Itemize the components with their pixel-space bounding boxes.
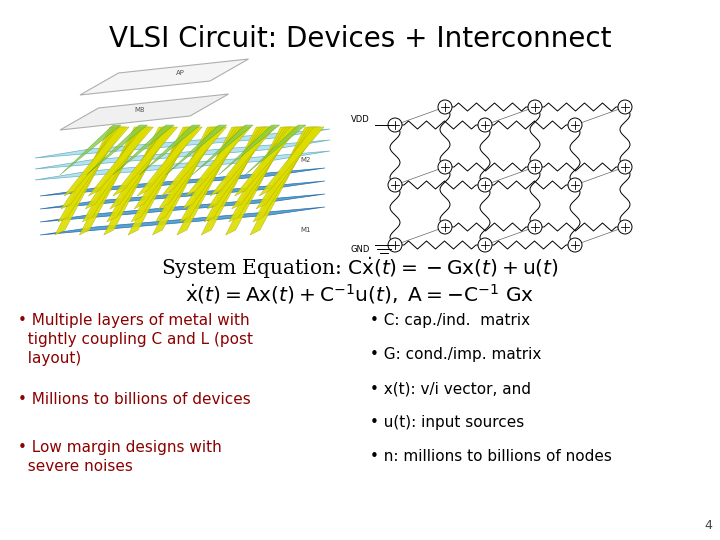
Circle shape	[478, 178, 492, 192]
Polygon shape	[225, 127, 291, 235]
Polygon shape	[180, 127, 245, 222]
Polygon shape	[250, 127, 315, 235]
Text: • u(t): input sources: • u(t): input sources	[370, 415, 524, 430]
Text: • n: millions to billions of nodes: • n: millions to billions of nodes	[370, 449, 612, 464]
Polygon shape	[256, 127, 321, 209]
Text: M2: M2	[300, 157, 310, 163]
Polygon shape	[128, 127, 193, 235]
Polygon shape	[245, 125, 306, 175]
Polygon shape	[204, 127, 269, 222]
Circle shape	[388, 238, 402, 252]
Polygon shape	[113, 127, 178, 196]
Circle shape	[568, 178, 582, 192]
Polygon shape	[153, 127, 217, 235]
Polygon shape	[107, 127, 172, 222]
Polygon shape	[82, 127, 148, 222]
Text: M1: M1	[300, 227, 310, 233]
Polygon shape	[259, 127, 324, 196]
Polygon shape	[131, 127, 196, 222]
Polygon shape	[80, 59, 248, 95]
Polygon shape	[79, 127, 145, 235]
Polygon shape	[40, 207, 325, 235]
Polygon shape	[186, 127, 251, 196]
Text: VLSI Circuit: Devices + Interconnect: VLSI Circuit: Devices + Interconnect	[109, 25, 611, 53]
Polygon shape	[156, 127, 220, 222]
Polygon shape	[158, 127, 223, 209]
Polygon shape	[253, 127, 318, 222]
Polygon shape	[40, 181, 325, 209]
Polygon shape	[58, 127, 123, 222]
Polygon shape	[113, 125, 174, 175]
Polygon shape	[210, 127, 275, 196]
Polygon shape	[35, 151, 330, 180]
Circle shape	[528, 100, 542, 114]
Polygon shape	[137, 127, 202, 196]
Polygon shape	[86, 125, 148, 175]
Polygon shape	[235, 127, 300, 196]
Text: VDD: VDD	[351, 116, 370, 125]
Circle shape	[618, 220, 632, 234]
Polygon shape	[139, 125, 200, 175]
Polygon shape	[35, 129, 330, 158]
Circle shape	[618, 100, 632, 114]
Text: • C: cap./ind.  matrix: • C: cap./ind. matrix	[370, 313, 530, 328]
Circle shape	[528, 160, 542, 174]
Text: AP: AP	[176, 70, 184, 76]
Circle shape	[568, 118, 582, 132]
Polygon shape	[35, 140, 330, 169]
Circle shape	[528, 220, 542, 234]
Polygon shape	[166, 125, 227, 175]
Circle shape	[478, 118, 492, 132]
Polygon shape	[177, 127, 242, 235]
Circle shape	[388, 178, 402, 192]
Text: GND: GND	[351, 246, 370, 254]
Text: • G: cond./imp. matrix: • G: cond./imp. matrix	[370, 347, 541, 362]
Polygon shape	[134, 127, 199, 209]
Polygon shape	[86, 127, 150, 209]
Polygon shape	[161, 127, 227, 196]
Circle shape	[438, 100, 452, 114]
Text: 4: 4	[704, 519, 712, 532]
Text: • Millions to billions of devices: • Millions to billions of devices	[18, 392, 251, 407]
Text: M8: M8	[135, 107, 145, 113]
Polygon shape	[104, 127, 168, 235]
Polygon shape	[219, 125, 279, 175]
Polygon shape	[183, 127, 248, 209]
Circle shape	[568, 238, 582, 252]
Polygon shape	[55, 127, 120, 235]
Polygon shape	[229, 127, 294, 222]
Polygon shape	[60, 125, 121, 175]
Circle shape	[478, 238, 492, 252]
Polygon shape	[64, 127, 129, 196]
Polygon shape	[60, 94, 228, 130]
Circle shape	[388, 118, 402, 132]
Polygon shape	[232, 127, 297, 209]
Text: • x(t): v/i vector, and: • x(t): v/i vector, and	[370, 381, 531, 396]
Polygon shape	[40, 194, 325, 222]
Text: • Multiple layers of metal with
  tightly coupling C and L (post
  layout): • Multiple layers of metal with tightly …	[18, 313, 253, 367]
Polygon shape	[109, 127, 175, 209]
Circle shape	[618, 160, 632, 174]
Text: • Low margin designs with
  severe noises: • Low margin designs with severe noises	[18, 440, 222, 474]
Polygon shape	[202, 127, 266, 235]
Text: $\dot{\mathrm{x}}(t) = \mathrm{A}\mathrm{x}(t) + \mathrm{C}^{-1}\mathrm{u}(t),\ : $\dot{\mathrm{x}}(t) = \mathrm{A}\mathrm…	[185, 282, 535, 306]
Circle shape	[438, 220, 452, 234]
Circle shape	[438, 160, 452, 174]
Polygon shape	[40, 168, 325, 196]
Polygon shape	[89, 127, 153, 196]
Polygon shape	[192, 125, 253, 175]
Text: System Equation: $\mathrm{C}\dot{\mathrm{x}}(t) = -\mathrm{Gx}(t) + \mathrm{u}(t: System Equation: $\mathrm{C}\dot{\mathrm…	[161, 255, 559, 281]
Polygon shape	[207, 127, 272, 209]
Polygon shape	[61, 127, 126, 209]
